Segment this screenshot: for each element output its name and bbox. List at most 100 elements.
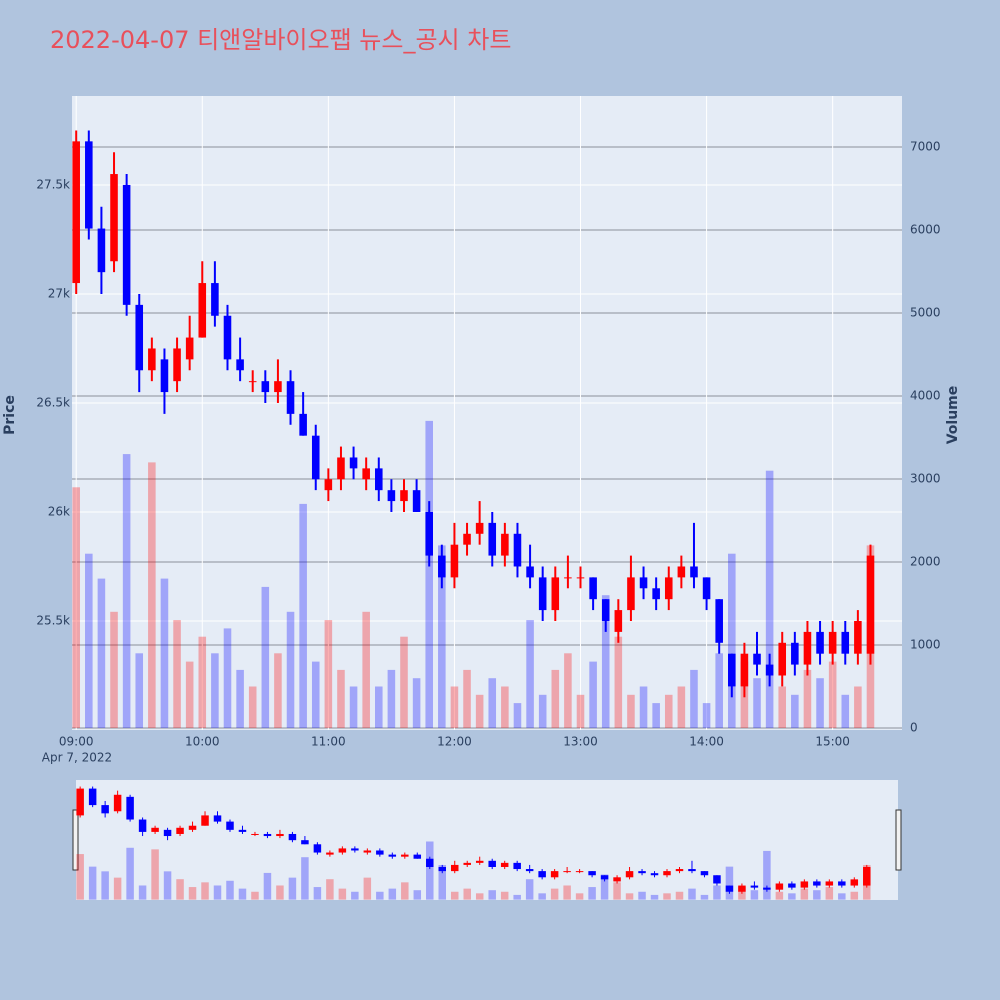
volume-bar [838,893,846,900]
volume-bar [173,620,181,729]
volume-bar [363,877,372,900]
candle-body [450,864,459,872]
candle-body [301,840,309,845]
y-axis-title: Price [2,395,18,435]
volume-bar [551,669,560,729]
volume-bar [122,454,131,729]
candle-body [126,796,134,820]
volume-bar [588,887,596,900]
volume-bar [388,888,397,900]
volume-bar [538,694,547,729]
volume-bar [387,669,396,729]
volume-bar [675,891,684,900]
volume-bar [513,894,521,900]
candle-body [85,141,93,229]
candle-body [740,653,749,687]
candle-body [376,850,384,855]
volume-bar [652,703,660,729]
y2-tick-label: 1000 [910,638,941,652]
volume-bar [800,888,809,900]
volume-bar [575,893,584,900]
candle-body [841,631,850,654]
volume-bar [700,894,709,900]
volume-bar [538,893,546,900]
candle-body [311,435,320,480]
volume-bar [825,887,834,900]
volume-bar [438,545,446,729]
candle-body [185,337,194,360]
volume-bar [299,503,307,729]
x-tick-label: 09:00 [59,735,94,749]
y2-tick-label: 0 [910,721,918,735]
volume-bar [803,669,812,729]
candle-body [791,642,799,665]
candle-body [88,788,97,806]
volume-bar [213,885,222,900]
candle-body [513,862,521,870]
y2-tick-label: 4000 [910,388,941,402]
range-handle-left[interactable] [72,809,79,871]
volume-bar [438,865,447,900]
candle-body [551,577,560,611]
candle-body [450,544,459,578]
volume-bar [639,686,648,729]
candle-body [438,866,447,872]
volume-bar [426,841,434,900]
volume-bar [613,882,621,900]
candle-body [201,815,209,826]
volume-bar [376,891,384,900]
volume-bar [351,891,359,900]
candle-body [688,869,696,872]
candle-body [563,871,571,873]
range-handle-right[interactable] [895,809,902,871]
candle-body [226,821,234,830]
candle-body [324,479,333,491]
volume-bar [627,694,635,729]
volume-bar [151,849,159,900]
volume-bar [138,885,147,900]
volume-bar [349,686,358,729]
candle-body [351,848,359,851]
volume-bar [513,703,522,729]
candle-body [288,833,297,841]
candle-body [261,381,270,393]
volume-bar [286,611,295,729]
y-tick-label: 26k [48,504,70,518]
candle-body [425,511,433,556]
y2-tick-label: 7000 [910,139,941,153]
volume-bar [725,866,734,900]
candle-body [525,869,534,872]
candle-body [638,871,646,874]
candle-body [765,664,774,676]
candle-body [248,381,257,383]
candle-body [413,854,422,859]
candle-body [588,871,596,876]
volume-bar [425,420,433,729]
candle-body [463,862,471,865]
volume-bar [713,885,721,900]
candle-body [401,854,409,857]
candle-body [475,522,484,534]
chart-title: 2022-04-07 티앤알바이오팹 뉴스_공시 차트 [50,26,511,54]
volume-bar [450,891,459,900]
candle-body [675,869,684,872]
candle-body [816,631,824,654]
volume-bar [163,871,172,900]
y-tick-label: 27.5k [36,177,70,191]
candle-body [488,522,497,556]
volume-bar [313,887,322,900]
candle-body [349,457,358,469]
candle-body [600,875,609,880]
candle-body [148,348,156,371]
volume-bar [463,888,471,900]
volume-bar [326,879,334,900]
range-slider[interactable] [76,780,898,900]
volume-bar [775,891,784,900]
candle-body [274,381,282,393]
candle-body [663,871,671,876]
candle-body [700,871,709,876]
volume-bar [663,893,671,900]
volume-bar [765,470,774,729]
candle-body [426,858,434,867]
candle-body [163,829,172,837]
